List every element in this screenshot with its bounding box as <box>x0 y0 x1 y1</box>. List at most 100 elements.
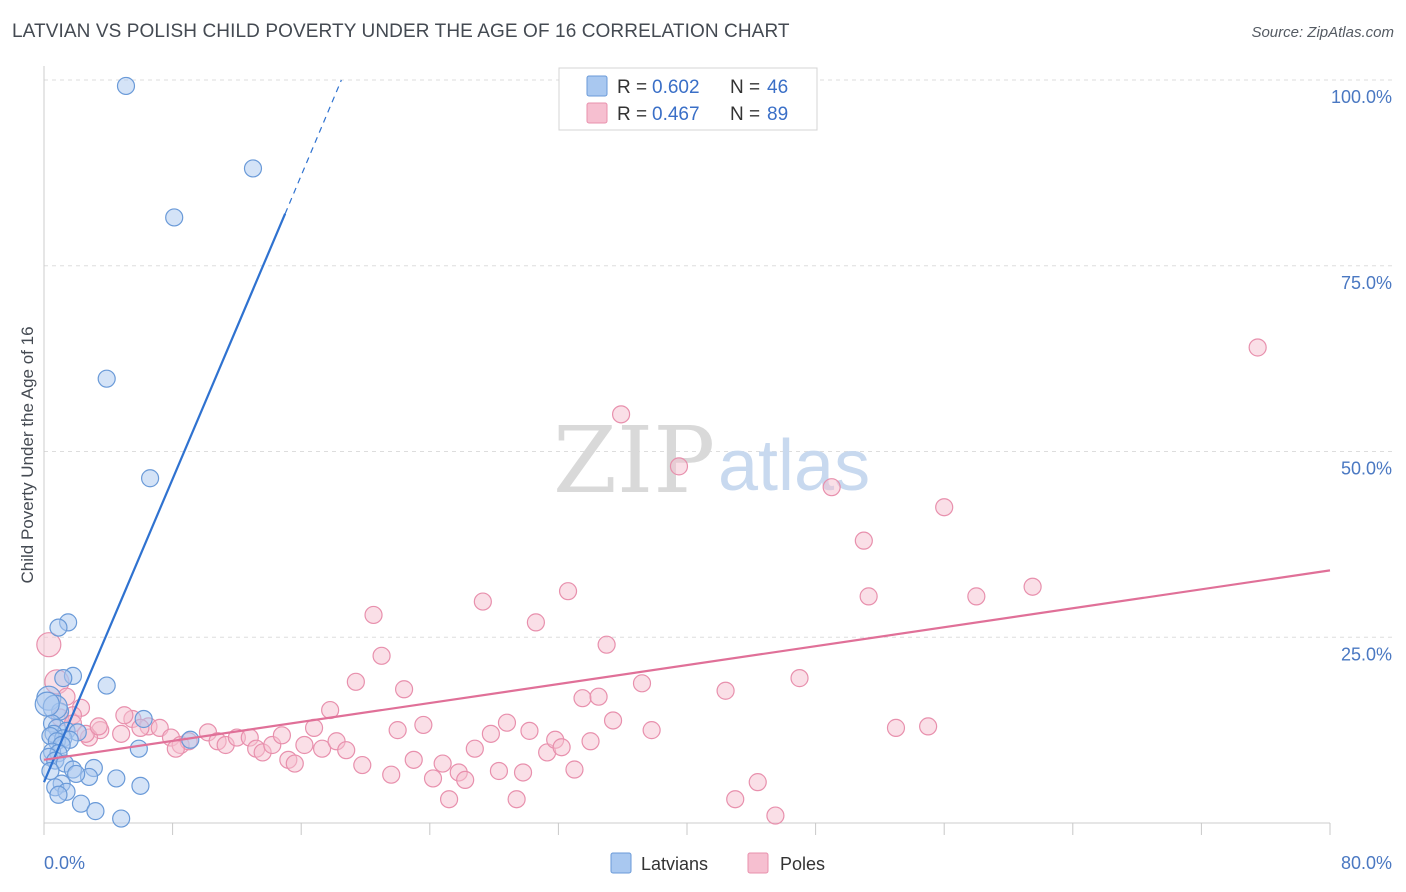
x-tick-label-max: 80.0% <box>1341 853 1392 873</box>
poles-point <box>439 790 459 809</box>
poles-point <box>497 713 517 732</box>
poles-point <box>558 582 578 601</box>
poles-point <box>382 765 401 784</box>
poles-points <box>36 338 1267 825</box>
source-label: Source: ZipAtlas.com <box>1251 24 1394 41</box>
latvians-point <box>134 709 153 729</box>
bottom-legend-latvians-swatch <box>610 852 632 874</box>
latvians-point <box>67 764 86 784</box>
latvians-point <box>49 785 68 804</box>
legend-latvians-n-value: 46 <box>767 77 788 98</box>
y-tick-label-0: 100.0% <box>1331 87 1392 107</box>
poles-point <box>886 718 906 737</box>
legend-poles-r-value: 0.467 <box>652 104 700 125</box>
poles-point <box>473 592 492 611</box>
latvians-point <box>97 369 116 388</box>
poles-point <box>967 587 986 606</box>
poles-point <box>552 738 571 757</box>
legend-latvians-r-value: 0.602 <box>652 77 700 98</box>
poles-point <box>766 806 785 825</box>
x-tick-label-min: 0.0% <box>44 853 85 873</box>
latvians-point <box>97 676 116 695</box>
poles-point <box>353 755 372 775</box>
legend-poles-n-value: 89 <box>767 104 788 125</box>
poles-point <box>456 770 475 790</box>
legend-poles-r-label: R = <box>617 104 647 125</box>
poles-point <box>726 790 745 809</box>
latvians-point <box>140 469 160 488</box>
poles-point <box>388 721 407 740</box>
poles-point <box>337 741 356 760</box>
watermark-atlas: atlas <box>718 426 870 506</box>
latvians-trend-extension <box>284 79 342 214</box>
poles-point <box>642 721 661 740</box>
poles-point <box>603 711 623 730</box>
poles-point <box>394 680 414 699</box>
latvians-point <box>243 159 263 178</box>
poles-point <box>364 605 383 625</box>
latvians-point <box>54 669 73 688</box>
poles-point <box>489 761 509 781</box>
poles-point <box>295 735 314 755</box>
poles-point <box>433 754 452 773</box>
poles-point <box>272 726 292 745</box>
latvians-point <box>112 809 131 828</box>
poles-point <box>404 750 423 769</box>
legend-latvians-r-label: R = <box>617 77 647 98</box>
legend: R = 0.602 N = 46 R = 0.467 N = 89 <box>558 67 818 131</box>
y-axis-title: Child Poverty Under the Age of 16 <box>18 326 37 583</box>
poles-point <box>589 687 608 706</box>
poles-point <box>632 674 652 693</box>
legend-poles-n-label: N = <box>730 104 760 125</box>
poles-point <box>919 717 938 736</box>
bottom-legend-latvians-label: Latvians <box>641 854 708 874</box>
latvians-point <box>165 208 184 227</box>
latvians-point <box>131 776 150 795</box>
poles-point <box>507 790 526 809</box>
legend-poles-swatch <box>586 102 608 124</box>
poles-point <box>1023 577 1042 596</box>
latvians-point <box>107 769 126 788</box>
latvians-trend-line <box>42 213 287 783</box>
poles-point <box>790 669 809 688</box>
poles-point <box>935 498 954 517</box>
y-tick-label-1: 75.0% <box>1341 273 1392 293</box>
poles-point <box>748 773 767 792</box>
latvians-point <box>49 618 68 637</box>
poles-point <box>372 646 391 665</box>
poles-point <box>669 457 689 476</box>
latvians-point <box>129 739 148 758</box>
poles-point <box>597 635 616 654</box>
poles-point <box>581 732 600 751</box>
y-tick-labels: 100.0% 75.0% 50.0% 25.0% <box>1331 87 1392 664</box>
bottom-legend: Latvians Poles <box>610 852 825 874</box>
poles-point <box>526 613 545 632</box>
poles-point <box>1248 338 1267 357</box>
bottom-legend-poles-swatch <box>747 852 769 874</box>
poles-point <box>465 739 484 758</box>
poles-trend-line <box>43 569 1331 761</box>
legend-latvians-n-label: N = <box>730 77 760 98</box>
y-tick-label-3: 25.0% <box>1341 644 1392 664</box>
poles-point <box>520 721 539 740</box>
latvians-point <box>34 691 60 717</box>
poles-point <box>859 587 878 606</box>
poles-point <box>89 717 108 736</box>
poles-point <box>481 724 500 743</box>
poles-point <box>414 715 433 735</box>
trend-lines <box>42 79 1331 783</box>
poles-point <box>423 769 443 788</box>
poles-point <box>573 689 592 708</box>
poles-point <box>513 763 533 782</box>
latvians-point <box>86 802 105 821</box>
y-tick-label-2: 50.0% <box>1341 459 1392 479</box>
poles-point <box>312 739 332 758</box>
poles-point <box>716 681 735 700</box>
poles-point <box>346 672 365 691</box>
poles-point <box>36 632 62 658</box>
poles-point <box>285 754 304 773</box>
latvians-point <box>71 794 91 813</box>
latvians-point <box>116 76 136 96</box>
watermark-zip: ZIP <box>553 407 715 514</box>
